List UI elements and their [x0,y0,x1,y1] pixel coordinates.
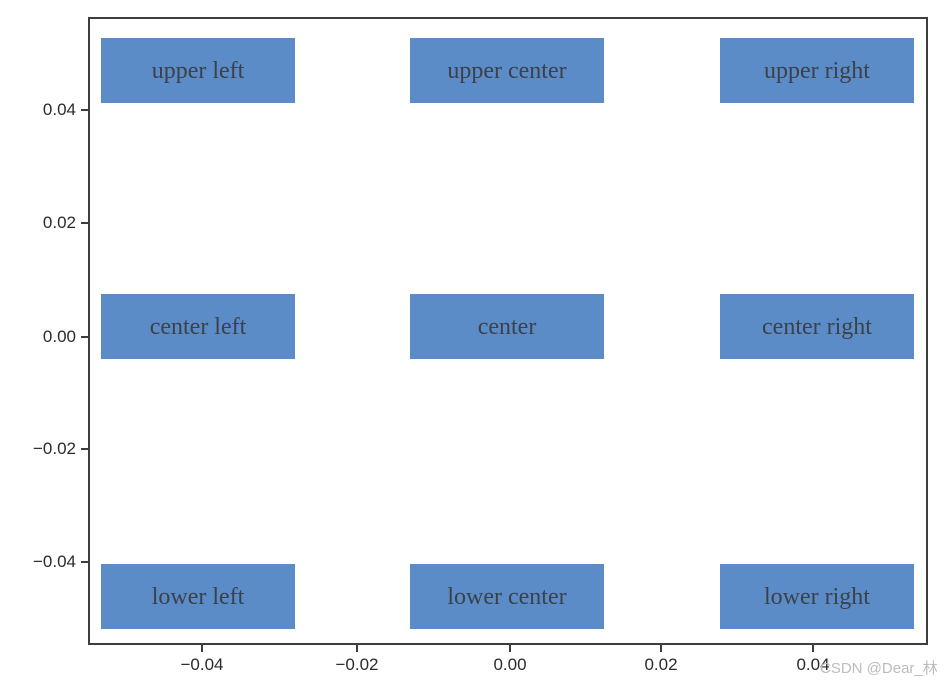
y-tick-mark [81,336,88,338]
annotation-box-center-right: center right [720,294,914,359]
annotation-box-lower-right: lower right [720,564,914,629]
annotation-label: lower right [764,583,870,610]
x-tick-mark [509,645,511,652]
annotation-label: center right [762,313,872,340]
y-tick-label: 0.04 [42,100,76,119]
x-tick-mark [812,645,814,652]
annotation-box-center-left: center left [101,294,295,359]
y-tick-label: 0.02 [42,213,76,232]
x-tick-mark [356,645,358,652]
annotation-box-upper-center: upper center [410,38,604,103]
plot-area: upper left upper center upper right cent… [88,17,928,645]
y-tick-label: −0.02 [32,439,76,458]
y-tick-mark [81,109,88,111]
y-tick-mark [81,561,88,563]
x-tick-mark [201,645,203,652]
x-tick-mark [660,645,662,652]
y-tick-mark [81,222,88,224]
annotation-box-upper-left: upper left [101,38,295,103]
annotation-label: lower center [447,583,567,610]
x-tick-label: −0.02 [335,655,379,674]
x-tick-label: 0.04 [796,655,830,674]
annotation-label: upper left [151,57,245,84]
annotation-label: center left [149,313,247,340]
annotation-label: upper center [447,57,567,84]
x-tick-label: 0.02 [644,655,678,674]
annotation-label: lower left [151,583,245,610]
y-tick-label: 0.00 [42,327,76,346]
annotation-box-upper-right: upper right [720,38,914,103]
x-tick-label: 0.00 [493,655,527,674]
x-tick-label: −0.04 [180,655,224,674]
annotation-box-center: center [410,294,604,359]
annotation-label: center [477,313,537,340]
y-tick-mark [81,448,88,450]
annotation-label: upper right [764,57,870,84]
y-tick-label: −0.04 [32,552,76,571]
annotation-box-lower-left: lower left [101,564,295,629]
annotation-box-lower-center: lower center [410,564,604,629]
watermark: CSDN @Dear_林 [820,660,938,677]
